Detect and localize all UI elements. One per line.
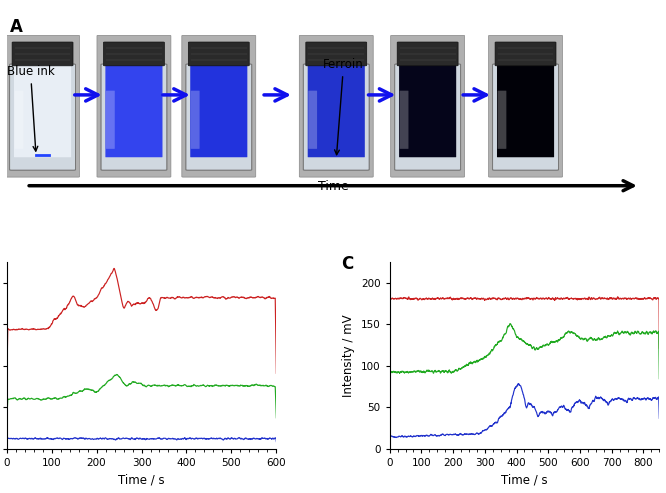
FancyBboxPatch shape	[103, 42, 165, 66]
FancyBboxPatch shape	[12, 42, 73, 66]
FancyBboxPatch shape	[400, 91, 408, 149]
FancyBboxPatch shape	[308, 91, 317, 149]
FancyBboxPatch shape	[306, 42, 367, 66]
FancyBboxPatch shape	[397, 42, 458, 66]
FancyBboxPatch shape	[97, 35, 171, 177]
X-axis label: Time / s: Time / s	[118, 473, 165, 486]
FancyBboxPatch shape	[190, 65, 247, 157]
Text: C: C	[341, 255, 354, 273]
FancyBboxPatch shape	[497, 65, 554, 157]
Text: Blue ink: Blue ink	[7, 65, 55, 151]
FancyBboxPatch shape	[489, 35, 563, 177]
FancyBboxPatch shape	[5, 35, 79, 177]
X-axis label: Time / s: Time / s	[501, 473, 548, 486]
FancyBboxPatch shape	[308, 65, 365, 157]
FancyBboxPatch shape	[191, 91, 200, 149]
FancyBboxPatch shape	[495, 42, 556, 66]
FancyBboxPatch shape	[299, 35, 373, 177]
FancyBboxPatch shape	[391, 35, 465, 177]
FancyBboxPatch shape	[105, 65, 163, 157]
FancyBboxPatch shape	[186, 64, 252, 170]
FancyBboxPatch shape	[303, 64, 369, 170]
FancyBboxPatch shape	[14, 65, 71, 157]
FancyBboxPatch shape	[9, 64, 75, 170]
Text: A: A	[10, 18, 23, 36]
FancyBboxPatch shape	[399, 65, 456, 157]
Text: Time: Time	[318, 180, 348, 193]
FancyBboxPatch shape	[188, 42, 249, 66]
FancyBboxPatch shape	[493, 64, 559, 170]
Y-axis label: Intensity / mV: Intensity / mV	[342, 314, 355, 397]
FancyBboxPatch shape	[395, 64, 461, 170]
FancyBboxPatch shape	[182, 35, 256, 177]
FancyBboxPatch shape	[101, 64, 167, 170]
FancyBboxPatch shape	[106, 91, 115, 149]
Text: Ferroin: Ferroin	[323, 58, 364, 155]
FancyBboxPatch shape	[498, 91, 506, 149]
FancyBboxPatch shape	[15, 91, 23, 149]
